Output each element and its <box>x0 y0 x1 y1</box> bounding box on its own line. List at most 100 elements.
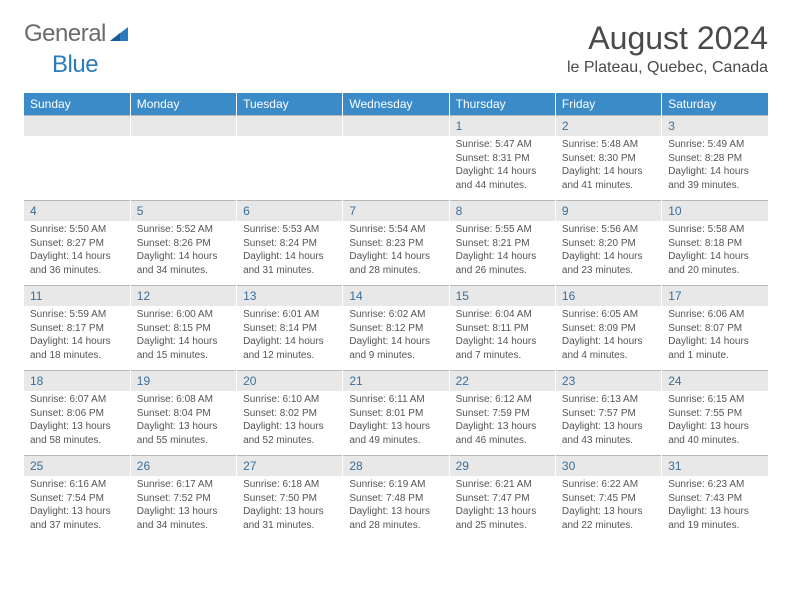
day-cell: Sunrise: 5:48 AMSunset: 8:30 PMDaylight:… <box>555 136 661 201</box>
sunrise-text: Sunrise: 6:22 AM <box>562 478 655 492</box>
day-cell: Sunrise: 6:06 AMSunset: 8:07 PMDaylight:… <box>662 306 768 371</box>
sunset-text: Sunset: 8:20 PM <box>562 237 655 251</box>
sunset-text: Sunset: 7:47 PM <box>456 492 549 506</box>
sunrise-text: Sunrise: 6:16 AM <box>30 478 124 492</box>
sunrise-text: Sunrise: 5:59 AM <box>30 308 124 322</box>
sunset-text: Sunset: 8:01 PM <box>349 407 442 421</box>
sunrise-text: Sunrise: 6:12 AM <box>456 393 549 407</box>
daylight-text: Daylight: 14 hours and 26 minutes. <box>456 250 549 277</box>
day-detail-row: Sunrise: 5:47 AMSunset: 8:31 PMDaylight:… <box>24 136 768 201</box>
day-number: 17 <box>662 286 768 307</box>
daylight-text: Daylight: 14 hours and 12 minutes. <box>243 335 336 362</box>
day-number: 14 <box>343 286 449 307</box>
sunset-text: Sunset: 7:45 PM <box>562 492 655 506</box>
daylight-text: Daylight: 14 hours and 15 minutes. <box>137 335 230 362</box>
day-number: 12 <box>130 286 236 307</box>
day-number <box>237 116 343 137</box>
day-number: 19 <box>130 371 236 392</box>
day-cell: Sunrise: 5:53 AMSunset: 8:24 PMDaylight:… <box>237 221 343 286</box>
sunrise-text: Sunrise: 6:06 AM <box>668 308 762 322</box>
page: General August 2024 le Plateau, Quebec, … <box>0 0 792 560</box>
day-cell: Sunrise: 6:12 AMSunset: 7:59 PMDaylight:… <box>449 391 555 456</box>
day-detail-row: Sunrise: 5:50 AMSunset: 8:27 PM Daylight:… <box>24 221 768 286</box>
day-number: 28 <box>343 456 449 477</box>
day-cell: Sunrise: 6:22 AMSunset: 7:45 PMDaylight:… <box>555 476 661 540</box>
day-cell: Sunrise: 6:23 AMSunset: 7:43 PMDaylight:… <box>662 476 768 540</box>
sunrise-text: Sunrise: 5:53 AM <box>243 223 336 237</box>
day-header: Sunday <box>24 93 130 116</box>
daylight-text: Daylight: 13 hours and 43 minutes. <box>562 420 655 447</box>
day-number: 20 <box>237 371 343 392</box>
day-number-row: 18192021222324 <box>24 371 768 392</box>
daylight-text: Daylight: 14 hours and 44 minutes. <box>456 165 549 192</box>
sunrise-text: Sunrise: 5:50 AM <box>30 223 124 237</box>
day-cell: Sunrise: 5:54 AMSunset: 8:23 PMDaylight:… <box>343 221 449 286</box>
sunset-text: Sunset: 8:11 PM <box>456 322 549 336</box>
day-number: 7 <box>343 201 449 222</box>
day-cell: Sunrise: 6:00 AMSunset: 8:15 PMDaylight:… <box>130 306 236 371</box>
day-cell: Sunrise: 5:47 AMSunset: 8:31 PMDaylight:… <box>449 136 555 201</box>
sunrise-text: Sunrise: 5:49 AM <box>668 138 762 152</box>
sunrise-text: Sunrise: 6:08 AM <box>137 393 230 407</box>
day-number-row: 11121314151617 <box>24 286 768 307</box>
day-detail-row: Sunrise: 6:16 AMSunset: 7:54 PM Daylight:… <box>24 476 768 540</box>
daylight-text: Daylight: 13 hours and 55 minutes. <box>137 420 230 447</box>
day-number <box>24 116 130 137</box>
day-number: 8 <box>449 201 555 222</box>
sunrise-text: Sunrise: 5:55 AM <box>456 223 549 237</box>
sunset-text: Sunset: 7:54 PM <box>30 492 124 506</box>
sunrise-text: Sunrise: 6:01 AM <box>243 308 336 322</box>
sunset-text: Sunset: 7:48 PM <box>349 492 442 506</box>
sunrise-text: Sunrise: 6:00 AM <box>137 308 230 322</box>
day-number: 24 <box>662 371 768 392</box>
logo-text-general: General <box>24 20 106 48</box>
daylight-text: Daylight: 13 hours and 25 minutes. <box>456 505 549 532</box>
sunrise-text: Sunrise: 6:02 AM <box>349 308 442 322</box>
day-cell: Sunrise: 5:52 AMSunset: 8:26 PMDaylight:… <box>130 221 236 286</box>
sunset-text: Sunset: 8:28 PM <box>668 152 762 166</box>
day-cell: Sunrise: 5:56 AMSunset: 8:20 PMDaylight:… <box>555 221 661 286</box>
day-number <box>343 116 449 137</box>
day-number: 3 <box>662 116 768 137</box>
day-cell: Sunrise: 6:19 AMSunset: 7:48 PMDaylight:… <box>343 476 449 540</box>
sunset-text: Sunset: 8:31 PM <box>456 152 549 166</box>
sunrise-text: Sunrise: 5:54 AM <box>349 223 442 237</box>
logo-mark-icon <box>108 21 130 48</box>
day-number: 11 <box>24 286 130 307</box>
daylight-text: Daylight: 13 hours and 49 minutes. <box>349 420 442 447</box>
day-cell: Sunrise: 6:18 AMSunset: 7:50 PMDaylight:… <box>237 476 343 540</box>
day-header: Saturday <box>662 93 768 116</box>
day-number: 22 <box>449 371 555 392</box>
daylight-text: Daylight: 14 hours and 1 minute. <box>668 335 762 362</box>
daylight-text: Daylight: 14 hours and 9 minutes. <box>349 335 442 362</box>
daylight-text: Daylight: 13 hours and 34 minutes. <box>137 505 230 532</box>
day-number: 5 <box>130 201 236 222</box>
day-cell <box>24 136 130 201</box>
day-number-row: 123 <box>24 116 768 137</box>
daylight-text: Daylight: 13 hours and 19 minutes. <box>668 505 762 532</box>
sunrise-text: Sunrise: 6:23 AM <box>668 478 762 492</box>
day-cell <box>130 136 236 201</box>
day-cell: Sunrise: 6:16 AMSunset: 7:54 PMDaylight:… <box>24 476 130 540</box>
day-cell: Sunrise: 5:49 AMSunset: 8:28 PMDaylight:… <box>662 136 768 201</box>
daylight-text: Daylight: 14 hours and 39 minutes. <box>668 165 762 192</box>
sunset-text: Sunset: 7:50 PM <box>243 492 336 506</box>
day-number: 13 <box>237 286 343 307</box>
sunset-text: Sunset: 7:55 PM <box>668 407 762 421</box>
day-number <box>130 116 236 137</box>
sunset-text: Sunset: 8:07 PM <box>668 322 762 336</box>
day-number: 1 <box>449 116 555 137</box>
sunset-text: Sunset: 8:27 PM <box>30 237 124 251</box>
sunset-text: Sunset: 7:57 PM <box>562 407 655 421</box>
daylight-text: Daylight: 14 hours and 4 minutes. <box>562 335 655 362</box>
day-number-row: 45678910 <box>24 201 768 222</box>
sunrise-text: Sunrise: 6:05 AM <box>562 308 655 322</box>
daylight-text: Daylight: 14 hours and 28 minutes. <box>349 250 442 277</box>
day-number: 16 <box>555 286 661 307</box>
month-title: August 2024 <box>567 20 768 57</box>
day-header: Monday <box>130 93 236 116</box>
sunset-text: Sunset: 8:06 PM <box>30 407 124 421</box>
sunrise-text: Sunrise: 5:52 AM <box>137 223 230 237</box>
sunset-text: Sunset: 8:23 PM <box>349 237 442 251</box>
day-number: 6 <box>237 201 343 222</box>
